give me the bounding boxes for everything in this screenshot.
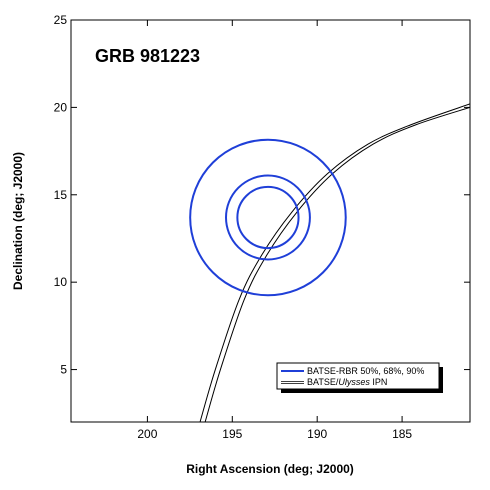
legend-batse-label: BATSE-RBR 50%, 68%, 90% <box>307 366 424 376</box>
y-tick-label: 20 <box>54 100 68 114</box>
batse-error-circle-68 <box>225 174 311 261</box>
legend-ipn-prefix: BATSE/ <box>307 377 339 387</box>
chart-title: GRB 981223 <box>95 46 200 66</box>
y-tick-label: 10 <box>54 275 68 289</box>
x-tick-label: 195 <box>222 427 242 441</box>
legend-ipn-label: BATSE/Ulysses IPN <box>307 377 387 387</box>
legend-ipn-suffix: IPN <box>370 377 388 387</box>
x-tick-label: 190 <box>307 427 327 441</box>
y-tick-label: 5 <box>60 363 67 377</box>
legend-box <box>276 362 440 390</box>
ipn-annulus-line-1 <box>199 103 470 422</box>
y-tick-label: 25 <box>54 13 68 27</box>
ipn-annulus-line-2 <box>204 106 470 422</box>
x-axis-title: Right Ascension (deg; J2000) <box>186 462 354 476</box>
y-tick-label: 15 <box>54 188 68 202</box>
batse-error-circle-90 <box>189 138 347 297</box>
x-tick-label: 200 <box>137 427 157 441</box>
legend: BATSE-RBR 50%, 68%, 90% BATSE/Ulysses IP… <box>276 362 443 393</box>
plot-frame <box>70 19 471 423</box>
legend-ipn-italic: Ulysses <box>338 377 370 387</box>
x-tick-label: 185 <box>392 427 412 441</box>
batse-error-circle-50 <box>236 185 300 250</box>
y-axis-title: Declination (deg; J2000) <box>11 152 25 290</box>
